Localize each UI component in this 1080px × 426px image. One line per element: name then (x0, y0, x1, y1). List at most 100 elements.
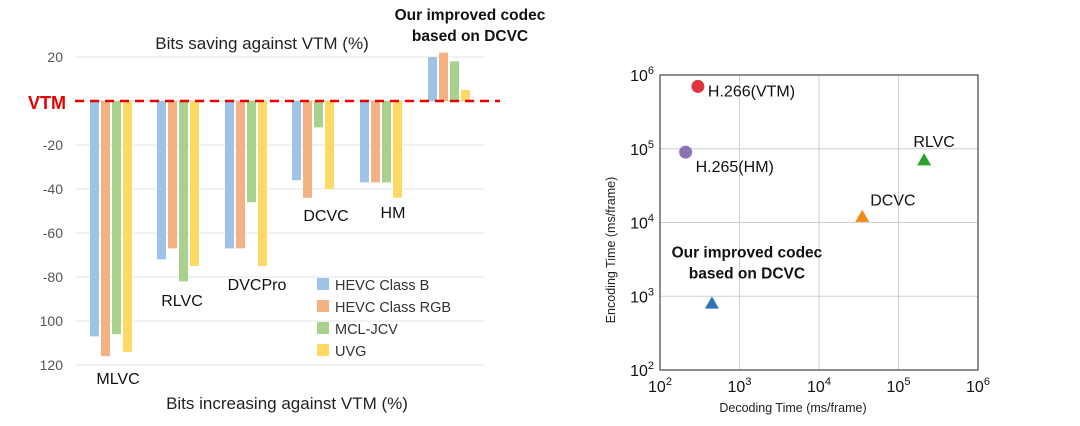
scatter-point-label: Our improved codec based on DCVC (672, 244, 823, 282)
scatter-y-tick-label: 105 (630, 139, 654, 159)
category-label-line: RLVC (161, 293, 203, 310)
category-label-line: DCVC (303, 208, 348, 225)
legend-swatch (317, 322, 329, 334)
bar (258, 101, 267, 266)
legend-swatch (317, 278, 329, 290)
scatter-x-tick-label: 103 (728, 376, 752, 396)
tick-base: 10 (630, 142, 648, 159)
scatter-point-label-line: DCVC (870, 193, 915, 210)
category-label: RLVC (161, 293, 203, 310)
tick-exponent: 3 (648, 286, 654, 298)
category-label: MLVC (96, 371, 139, 388)
legend-swatch (317, 300, 329, 312)
tick-exponent: 5 (648, 139, 654, 151)
bar-chart: Bits saving against VTM (%) Bits increas… (28, 7, 546, 413)
tick-base: 10 (630, 363, 648, 380)
tick-base: 10 (807, 379, 825, 396)
bar-chart-bars (90, 52, 470, 357)
scatter-x-tick-label: 104 (807, 376, 831, 396)
bar-chart-category-labels: MLVC RLVC DVCPro DCVC HM Our improved codec ba… (96, 7, 545, 388)
scatter-xlabel: Decoding Time (ms/frame) (719, 401, 866, 415)
tick-base: 10 (630, 68, 648, 85)
scatter-point-label-line: H.266(VTM) (708, 83, 795, 100)
vtm-baseline-label: VTM (28, 93, 66, 113)
bar-y-tick-label: 100 (40, 313, 64, 329)
bar (314, 101, 323, 128)
scatter-point-label-line: Our improved codec (672, 244, 823, 261)
bar (123, 101, 132, 352)
bar-y-tick-label: -60 (43, 225, 63, 241)
category-label-line: Our improved codec (395, 7, 546, 24)
scatter-point-label-line: H.265(HM) (696, 159, 774, 176)
tick-exponent: 6 (984, 376, 990, 388)
bar-chart-xlabel: Bits increasing against VTM (%) (166, 394, 408, 413)
bar (157, 101, 166, 260)
bar-y-tick-label: -40 (43, 181, 63, 197)
scatter-points: H.266(VTM) H.265(HM) RLVC DCVC Our improved … (672, 79, 955, 309)
bar-y-tick-label: 20 (47, 49, 63, 65)
bar (450, 61, 459, 101)
bar-y-tick-label: -20 (43, 137, 63, 153)
bar-chart-title: Bits saving against VTM (%) (155, 34, 369, 53)
tick-exponent: 5 (904, 376, 910, 388)
scatter-marker-triangle (855, 209, 870, 222)
scatter-point-label-line: based on DCVC (689, 265, 805, 282)
bar (236, 101, 245, 249)
legend-swatch (317, 344, 329, 356)
bar (247, 101, 256, 203)
bar (179, 101, 188, 282)
bar (190, 101, 199, 266)
scatter-y-tick-label: 103 (630, 286, 654, 306)
scatter-x-tick-label: 102 (648, 376, 672, 396)
bar (90, 101, 99, 337)
category-label: HM (381, 205, 406, 222)
bar-y-tick-label: -80 (43, 269, 63, 285)
scatter-point-label: RLVC (913, 134, 955, 151)
scatter-y-tick-label: 102 (630, 360, 654, 380)
tick-base: 10 (728, 379, 746, 396)
scatter-x-axis: 102 103 104 105 106 (648, 376, 990, 396)
tick-base: 10 (630, 289, 648, 306)
bar-chart-y-axis: 20 -20 -40 -60 -80 100 120 (40, 49, 485, 373)
scatter-point-label-line: RLVC (913, 134, 955, 151)
legend-label: HEVC Class RGB (335, 300, 451, 316)
bar (168, 101, 177, 249)
category-label: DVCPro (228, 277, 287, 294)
bar (371, 101, 380, 183)
legend-label: HEVC Class B (335, 278, 429, 294)
bar (439, 52, 448, 101)
category-label-line: based on DCVC (412, 28, 528, 45)
category-label-line: MLVC (96, 371, 139, 388)
legend-label: UVG (335, 344, 366, 360)
category-label-line: HM (381, 205, 406, 222)
scatter-ylabel: Encoding Time (ms/frame) (604, 177, 618, 324)
scatter-marker-triangle (704, 296, 719, 309)
bar (382, 101, 391, 183)
scatter-y-tick-label: 104 (630, 213, 654, 233)
category-label: DCVC (303, 208, 348, 225)
tick-exponent: 4 (825, 376, 831, 388)
bar (325, 101, 334, 189)
category-label-line: DVCPro (228, 277, 287, 294)
bar (101, 101, 110, 357)
scatter-x-tick-label: 105 (887, 376, 911, 396)
scatter-point-label: H.266(VTM) (708, 83, 795, 100)
bar (292, 101, 301, 181)
bar (360, 101, 369, 183)
category-label: Our improved codec based on DCVC (395, 7, 546, 45)
scatter-grid (660, 75, 978, 370)
bar (461, 90, 470, 101)
tick-base: 10 (887, 379, 905, 396)
bar (112, 101, 121, 335)
scatter-plot-frame (659, 74, 979, 371)
tick-base: 10 (966, 379, 984, 396)
legend-label: MCL-JCV (335, 322, 398, 338)
tick-exponent: 6 (648, 65, 654, 77)
bar-chart-legend: HEVC Class B HEVC Class RGB MCL-JCV UVG (317, 278, 451, 360)
tick-base: 10 (630, 216, 648, 233)
tick-exponent: 4 (648, 213, 654, 225)
scatter-y-tick-label: 106 (630, 65, 654, 85)
